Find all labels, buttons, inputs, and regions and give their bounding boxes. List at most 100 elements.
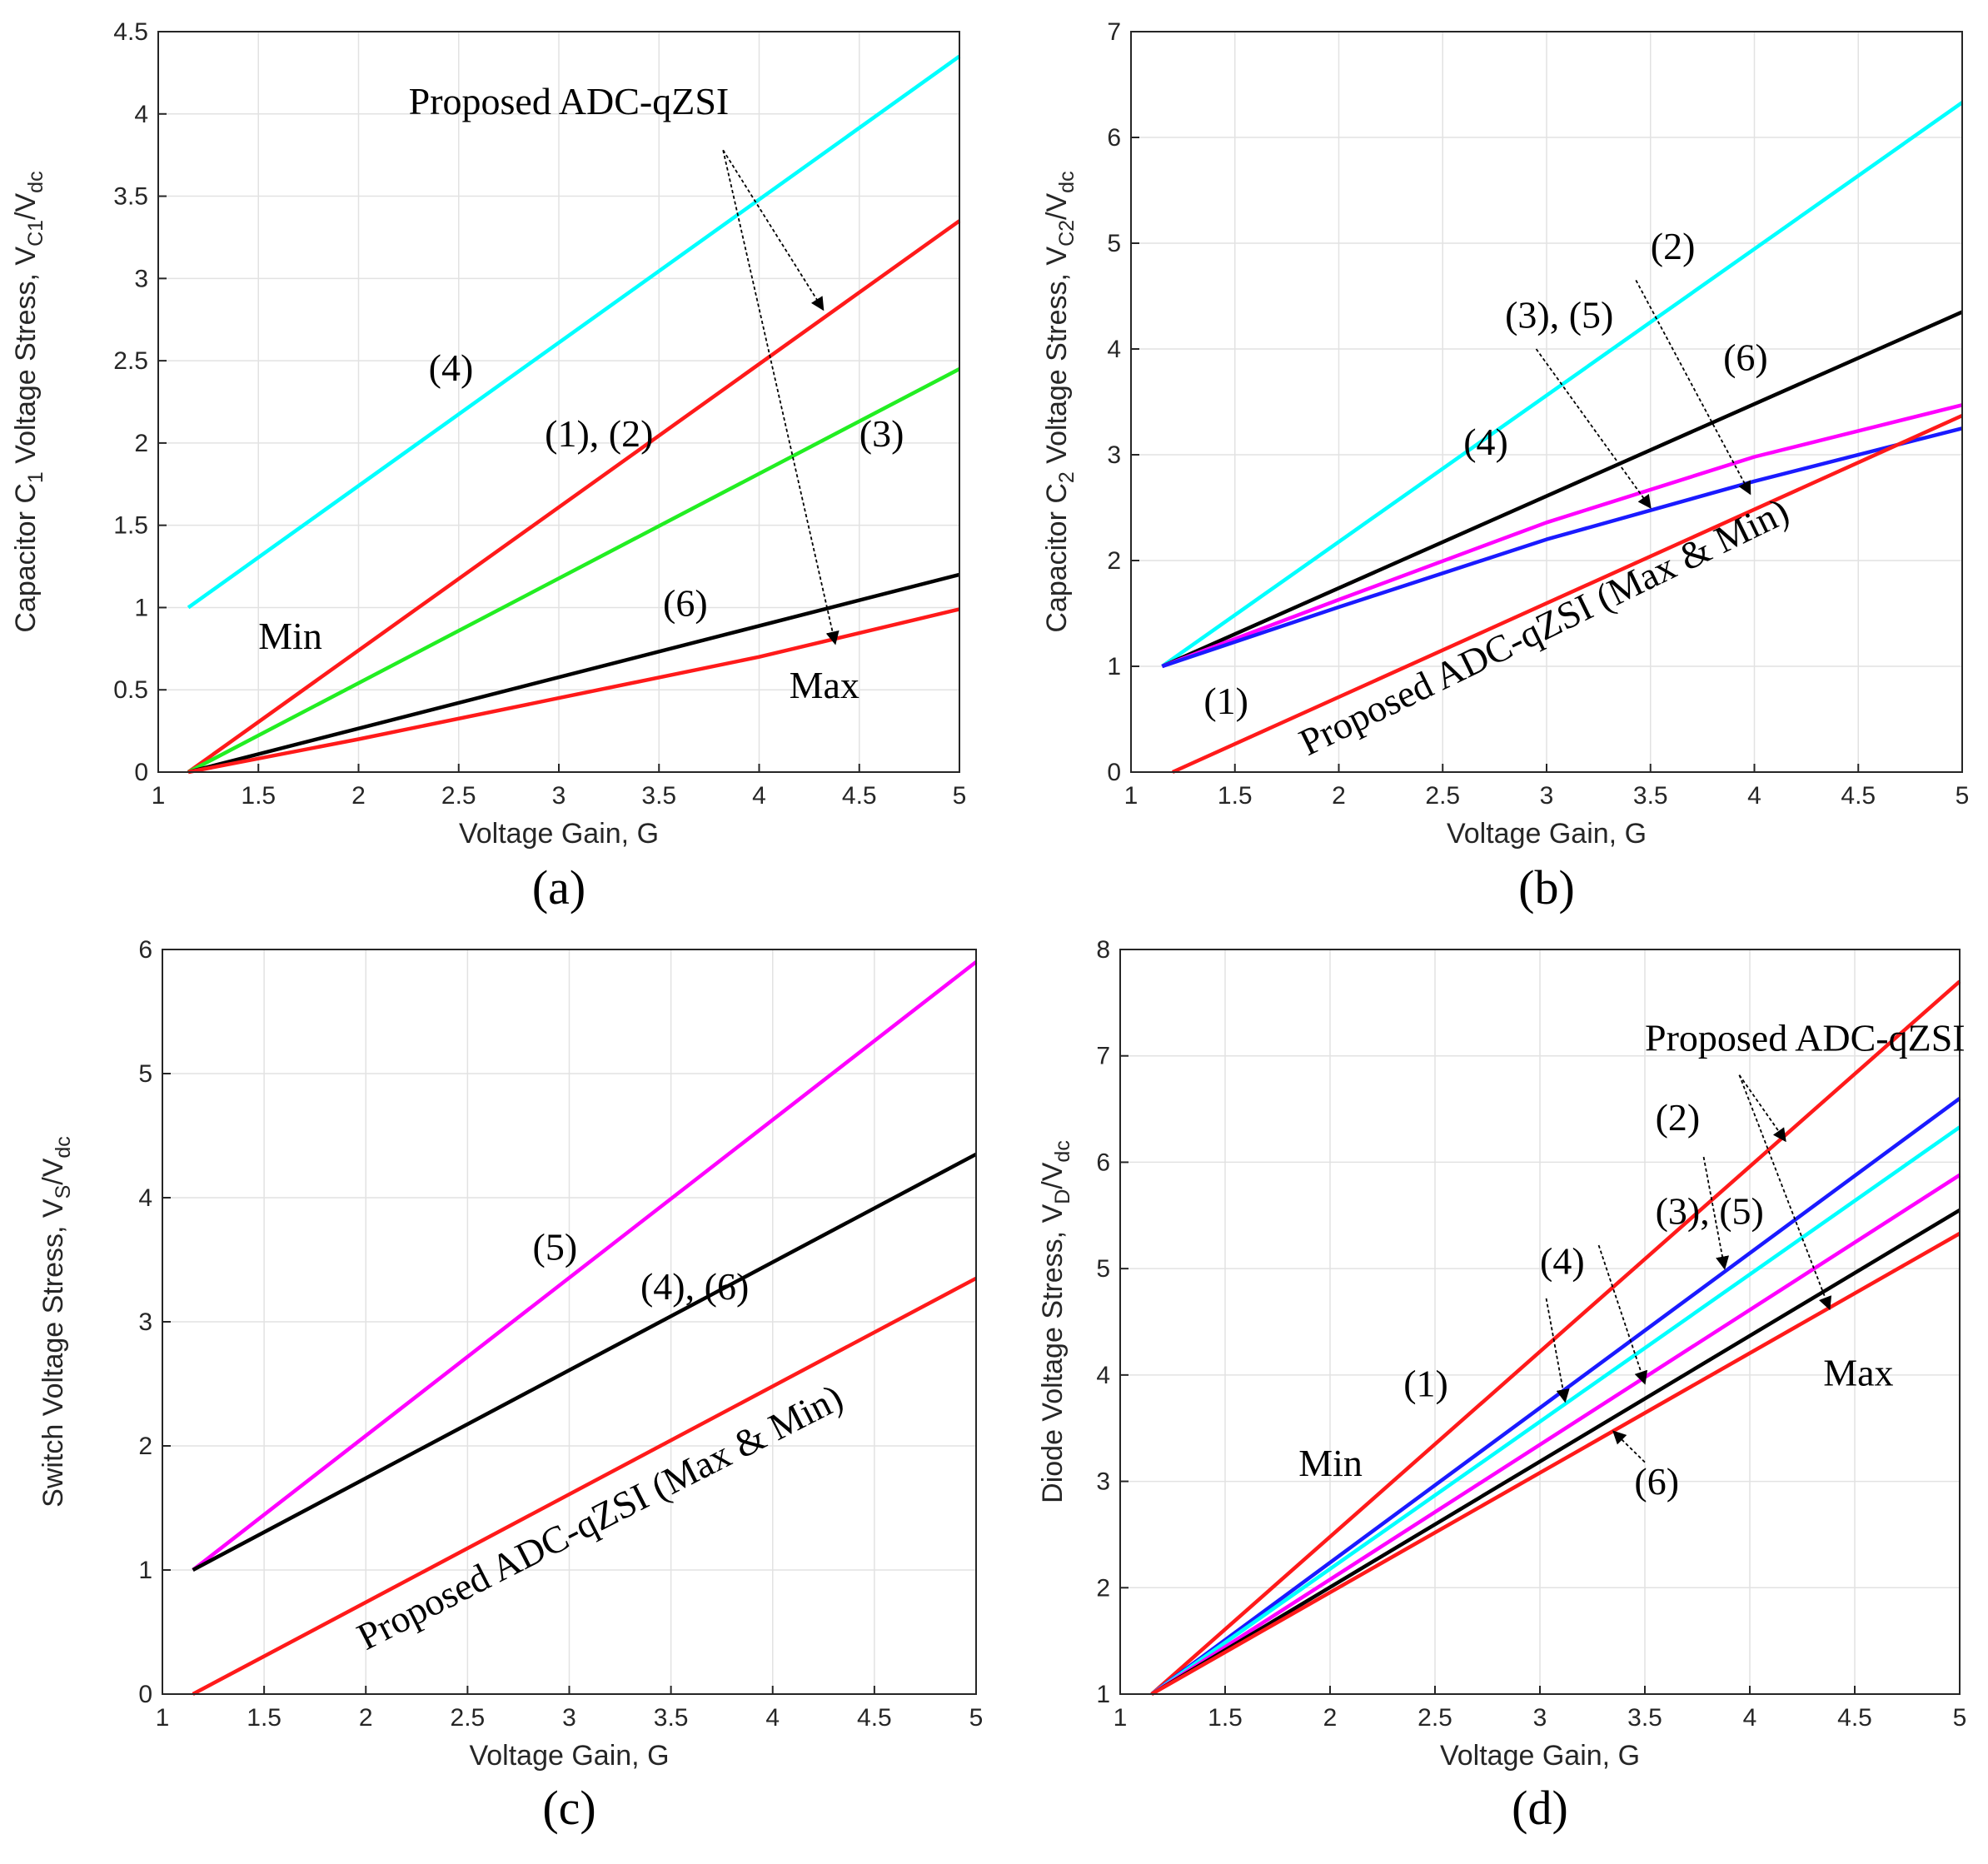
x-tick-label: 3 [1533,1704,1547,1732]
series-line [1161,426,1963,669]
x-tick-label: 3.5 [641,782,676,810]
series-line [1161,403,1963,669]
annotation-arrow [722,150,840,645]
annotation-label: (5) [533,1226,578,1268]
annotation-label: (3) [859,412,904,455]
annotation-label: (6) [663,581,708,624]
annotation-label: (1) [1203,680,1248,722]
y-tick-label: 0 [138,1681,152,1708]
annotation-label: (3), (5) [1656,1190,1764,1233]
x-tick-label: 1 [1114,1704,1128,1732]
annotation-label: (2) [1656,1096,1701,1139]
x-tick-label: 3.5 [1633,782,1668,810]
x-tick-label: 1.5 [1218,782,1253,810]
y-tick-label: 1 [1107,653,1121,680]
panel-caption: (d) [1512,1781,1568,1835]
series-line [1150,1096,1961,1696]
annotation-label: (4) [429,346,474,389]
x-tick-label: 5 [1956,782,1970,810]
x-axis-label: Voltage Gain, G [1440,1740,1640,1772]
y-tick-label: 1 [138,1557,152,1584]
x-tick-label: 3 [1540,782,1554,810]
y-tick-label: 8 [1096,936,1110,964]
x-tick-label: 5 [1953,1704,1967,1732]
annotation-label: (4) [1540,1240,1585,1283]
x-tick-label: 4 [1747,782,1761,810]
x-tick-label: 1 [156,1704,170,1732]
panel-caption: (a) [532,860,585,915]
y-tick-label: 3 [138,1308,152,1336]
annotation-label: (2) [1651,225,1696,267]
series-line [1150,979,1961,1696]
y-tick-label: 3.5 [113,183,148,211]
series-line [187,367,961,774]
x-tick-label: 3.5 [1627,1704,1662,1732]
y-tick-label: 2 [1107,547,1121,575]
y-tick-label: 3 [1096,1468,1110,1496]
y-tick-label: 5 [1107,230,1121,257]
x-tick-label: 2.5 [451,1704,486,1732]
series-line [192,960,978,1572]
x-tick-label: 1 [1124,782,1138,810]
x-tick-label: 1.5 [1208,1704,1243,1732]
series-line [1150,1208,1961,1696]
annotation-arrow [1738,1074,1832,1311]
y-tick-label: 1.5 [113,512,148,540]
series-line [187,572,960,775]
x-tick-label: 3 [552,782,566,810]
y-tick-label: 5 [1096,1255,1110,1283]
series-line [1161,310,1963,669]
y-tick-label: 2 [1096,1574,1110,1602]
y-axis-label: Diode Voltage Stress, VD/Vdc [1037,1140,1074,1503]
x-tick-label: 2 [351,782,366,810]
x-axis-label: Voltage Gain, G [459,818,659,850]
series-line [192,1152,978,1572]
series-line [1150,1173,1961,1696]
x-tick-label: 3.5 [654,1704,689,1732]
series-line [187,219,961,774]
y-tick-label: 2.5 [113,347,148,375]
x-tick-label: 4.5 [1841,782,1876,810]
y-tick-label: 3 [134,265,148,292]
x-tick-label: 3 [562,1704,576,1732]
x-tick-label: 1.5 [247,1704,282,1732]
annotation-arrow [722,149,825,311]
y-tick-label: 6 [138,936,152,964]
x-tick-label: 2.5 [441,782,476,810]
x-tick-label: 4 [1743,1704,1757,1732]
y-tick-label: 7 [1107,18,1121,46]
annotation-arrow [1597,1244,1648,1385]
x-tick-label: 1 [152,782,166,810]
y-tick-label: 1 [1096,1681,1110,1708]
annotation-label: (3), (5) [1505,294,1613,336]
annotation-label: Min [1298,1442,1363,1484]
annotation-label: (4), (6) [640,1265,749,1308]
x-axis-label: Voltage Gain, G [1447,818,1647,850]
series-line [192,1276,978,1696]
annotation-label: Max [1823,1352,1893,1394]
x-tick-label: 5 [953,782,967,810]
y-tick-label: 0 [134,759,148,786]
x-tick-label: 4.5 [842,782,877,810]
series-line [1171,413,1963,775]
annotation-label: Proposed ADC-qZSI [1645,1016,1966,1059]
y-axis-label: Capacitor C2 Voltage Stress, VC2/Vdc [1041,171,1079,632]
panel-d: 1 1.5 2 2.5 3 3.5 4 4.5 5 1 2 3 4 5 6 7 8 Voltage Gain, G… [1037,936,1966,1835]
x-tick-label: 2 [1332,782,1346,810]
x-tick-label: 2 [1323,1704,1338,1732]
y-tick-label: 4 [138,1184,152,1212]
y-tick-label: 2 [138,1433,152,1460]
annotation-label: (1) [1403,1362,1448,1404]
series-line [187,54,961,610]
annotation-label: (1), (2) [545,412,653,455]
annotation-label: (6) [1634,1460,1679,1503]
y-tick-label: 6 [1107,124,1121,152]
series-line [1150,1125,1961,1696]
y-tick-label: 0 [1107,759,1121,786]
annotation-label: Max [790,664,859,706]
y-tick-label: 4 [1107,336,1121,363]
x-tick-label: 5 [969,1704,984,1732]
